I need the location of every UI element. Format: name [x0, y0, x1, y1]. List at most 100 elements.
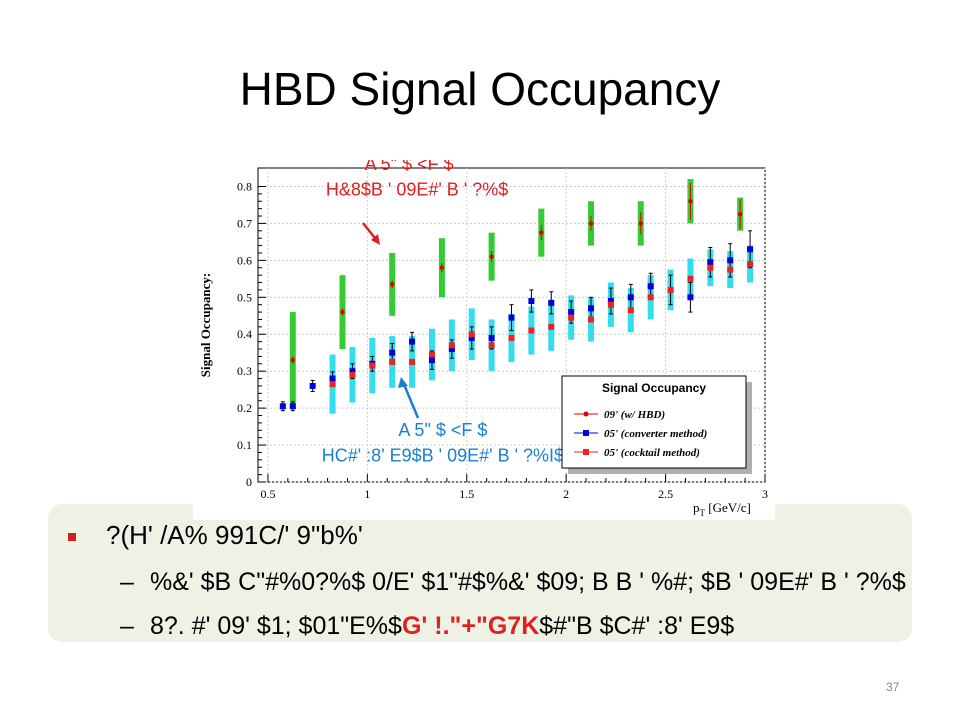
- legend-box: Signal Occupancy 09' (w/ HBD) 05' (convert…: [561, 375, 752, 474]
- converter-point: [568, 309, 575, 316]
- converter-point: [428, 357, 435, 364]
- cocktail-point: [508, 334, 515, 341]
- x-tick-label: 1: [364, 487, 370, 501]
- converter-point: [349, 368, 356, 375]
- converter-point: [309, 382, 316, 389]
- annotation-label-3: A 5" $ <F $: [398, 420, 487, 440]
- cocktail-point: [588, 316, 595, 323]
- annotation-label-4: HC#' :8' E9$B ' 09E#' B ' ?%I$: [322, 446, 564, 466]
- chart-container: 0 0.1 0.2 0.3 0.4 0.5 0.6 0.7 0.8 0.5 1 1.5 2 2.5 3 Sig…: [193, 160, 775, 520]
- y-tick-label: 0.3: [237, 364, 252, 378]
- hbd-point: [489, 254, 494, 259]
- x-tick-label: 1.5: [459, 487, 474, 501]
- legend-title: Signal Occupancy: [602, 381, 706, 395]
- x-tick-label: 2: [563, 487, 569, 501]
- x-tick-label: 3: [762, 487, 768, 501]
- cocktail-point: [349, 371, 356, 378]
- hbd-point: [638, 221, 643, 226]
- y-axis-label: Signal Occupancy:: [198, 273, 213, 377]
- converter-point: [588, 305, 595, 312]
- bullet-1-text: ?(H' /A% 991C/' 9"b%': [106, 520, 363, 550]
- bullet-1: ?(H' /A% 991C/' 9"b%': [68, 520, 363, 551]
- x-tick-label: 2.5: [658, 487, 673, 501]
- cocktail-point: [627, 307, 634, 314]
- legend-marker: [583, 430, 589, 436]
- page-number: 37: [886, 680, 900, 694]
- cocktail-point: [707, 264, 714, 271]
- converter-point: [707, 259, 714, 266]
- cocktail-point: [329, 381, 336, 388]
- y-tick-label: 0.1: [237, 438, 252, 452]
- red-arrowhead-icon: [371, 234, 380, 245]
- blue-arrow-icon: [401, 381, 420, 419]
- converter-point: [528, 297, 535, 304]
- converter-point: [647, 283, 654, 290]
- cocktail-point: [389, 358, 396, 365]
- x-tick-label: 0.5: [260, 487, 275, 501]
- legend-entry: 05' (converter method): [604, 428, 707, 440]
- cocktail-point: [548, 323, 555, 330]
- dash-icon: –: [120, 568, 134, 596]
- y-tick-label: 0.5: [237, 290, 252, 304]
- cocktail-point: [448, 342, 455, 349]
- dash-icon: –: [120, 612, 134, 640]
- converter-point: [389, 349, 396, 356]
- text-panel: [48, 504, 912, 642]
- converter-point: [329, 375, 336, 382]
- hbd-point: [539, 230, 544, 235]
- legend-frame: [561, 375, 747, 469]
- converter-point: [687, 294, 694, 301]
- legend-marker: [583, 449, 589, 455]
- hbd-point: [588, 221, 594, 226]
- cocktail-point: [409, 358, 416, 365]
- y-tick-label: 0.7: [237, 216, 252, 230]
- bullet-square-icon: [68, 533, 76, 542]
- cocktail-point: [647, 294, 654, 301]
- x-axis-label: pT [GeV/c]: [693, 500, 751, 518]
- legend-entry: 09' (w/ HBD): [604, 409, 665, 421]
- cocktail-point: [468, 331, 475, 338]
- sub-bullet-2-highlight: G' !."+"G7K: [401, 612, 540, 640]
- converter-point: [448, 346, 455, 353]
- hbd-point: [390, 282, 395, 287]
- annotation-label-1: A 5" $ <F $: [365, 160, 454, 174]
- cocktail-point: [528, 327, 535, 334]
- y-tick-label: 0: [246, 475, 252, 489]
- signal-occupancy-chart: 0 0.1 0.2 0.3 0.4 0.5 0.6 0.7 0.8 0.5 1 1.5 2 2.5 3 Sig…: [198, 160, 768, 518]
- cocktail-point: [667, 286, 674, 293]
- slide-title: HBD Signal Occupancy: [239, 63, 721, 115]
- hbd-point: [439, 265, 445, 270]
- sub-bullet-1-text: %&' $B C"#%0?%$ 0/E' $1"#$%&' $09; B B '…: [150, 568, 906, 596]
- converter-point: [607, 297, 614, 304]
- hbd-point: [737, 211, 743, 217]
- annotation-label-2: H&8$B ' 09E#' B ' ?%$: [326, 180, 508, 200]
- converter-point: [627, 294, 634, 301]
- cocktail-point: [488, 342, 495, 349]
- y-tick-label: 0.2: [237, 401, 252, 415]
- y-tick-label: 0.4: [237, 327, 252, 341]
- converter-point: [548, 299, 555, 306]
- y-tick-label: 0.8: [237, 179, 252, 193]
- legend-entry: 05' (cocktail method): [604, 447, 700, 459]
- cocktail-point: [607, 301, 614, 308]
- cocktail-point: [428, 351, 435, 358]
- cocktail-point: [747, 261, 754, 268]
- cocktail-point: [727, 266, 734, 273]
- hbd-point: [290, 357, 295, 363]
- converter-point: [508, 314, 515, 321]
- sub-bullet-2-prefix: 8?. #' 09' $1; $01"E%$: [150, 612, 402, 640]
- hbd-point: [688, 199, 693, 204]
- sub-bullet-2: –8?. #' 09' $1; $01"E%$G' !."+"G7K$#"B $…: [120, 612, 734, 641]
- converter-point: [727, 257, 734, 264]
- cocktail-point: [369, 362, 376, 369]
- hbd-point: [340, 309, 345, 315]
- legend-marker: [583, 411, 589, 417]
- y-tick-label: 0.6: [237, 253, 252, 267]
- blue-arrowhead-icon: [398, 377, 408, 388]
- converter-point: [747, 246, 754, 253]
- cocktail-point: [568, 314, 575, 321]
- sub-bullet-1: – %&' $B C"#%0?%$ 0/E' $1"#$%&' $09; B B …: [120, 568, 906, 597]
- converter-point: [289, 403, 296, 410]
- converter-point: [488, 334, 495, 341]
- sub-bullet-2-suffix: $#"B $C#' :8' E9$: [539, 612, 735, 640]
